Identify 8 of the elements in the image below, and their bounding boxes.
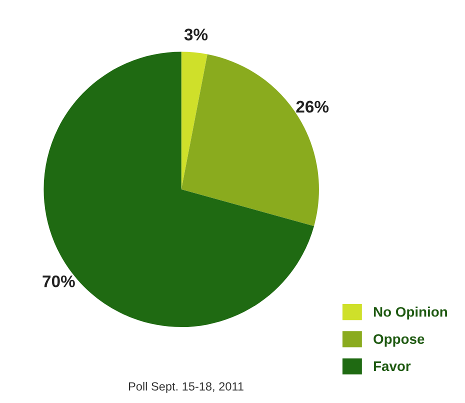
text: Poll Sept. 15-18, 2011	[128, 382, 244, 393]
legend-label: No Opinion	[374, 306, 447, 320]
pie-slice	[181, 52, 208, 190]
legend-label: Favor	[374, 361, 411, 372]
data-label: 26%	[296, 100, 329, 113]
data-label: 3%	[184, 28, 208, 40]
data-label: 70%	[42, 275, 75, 288]
legend-label: Oppose	[374, 334, 424, 347]
